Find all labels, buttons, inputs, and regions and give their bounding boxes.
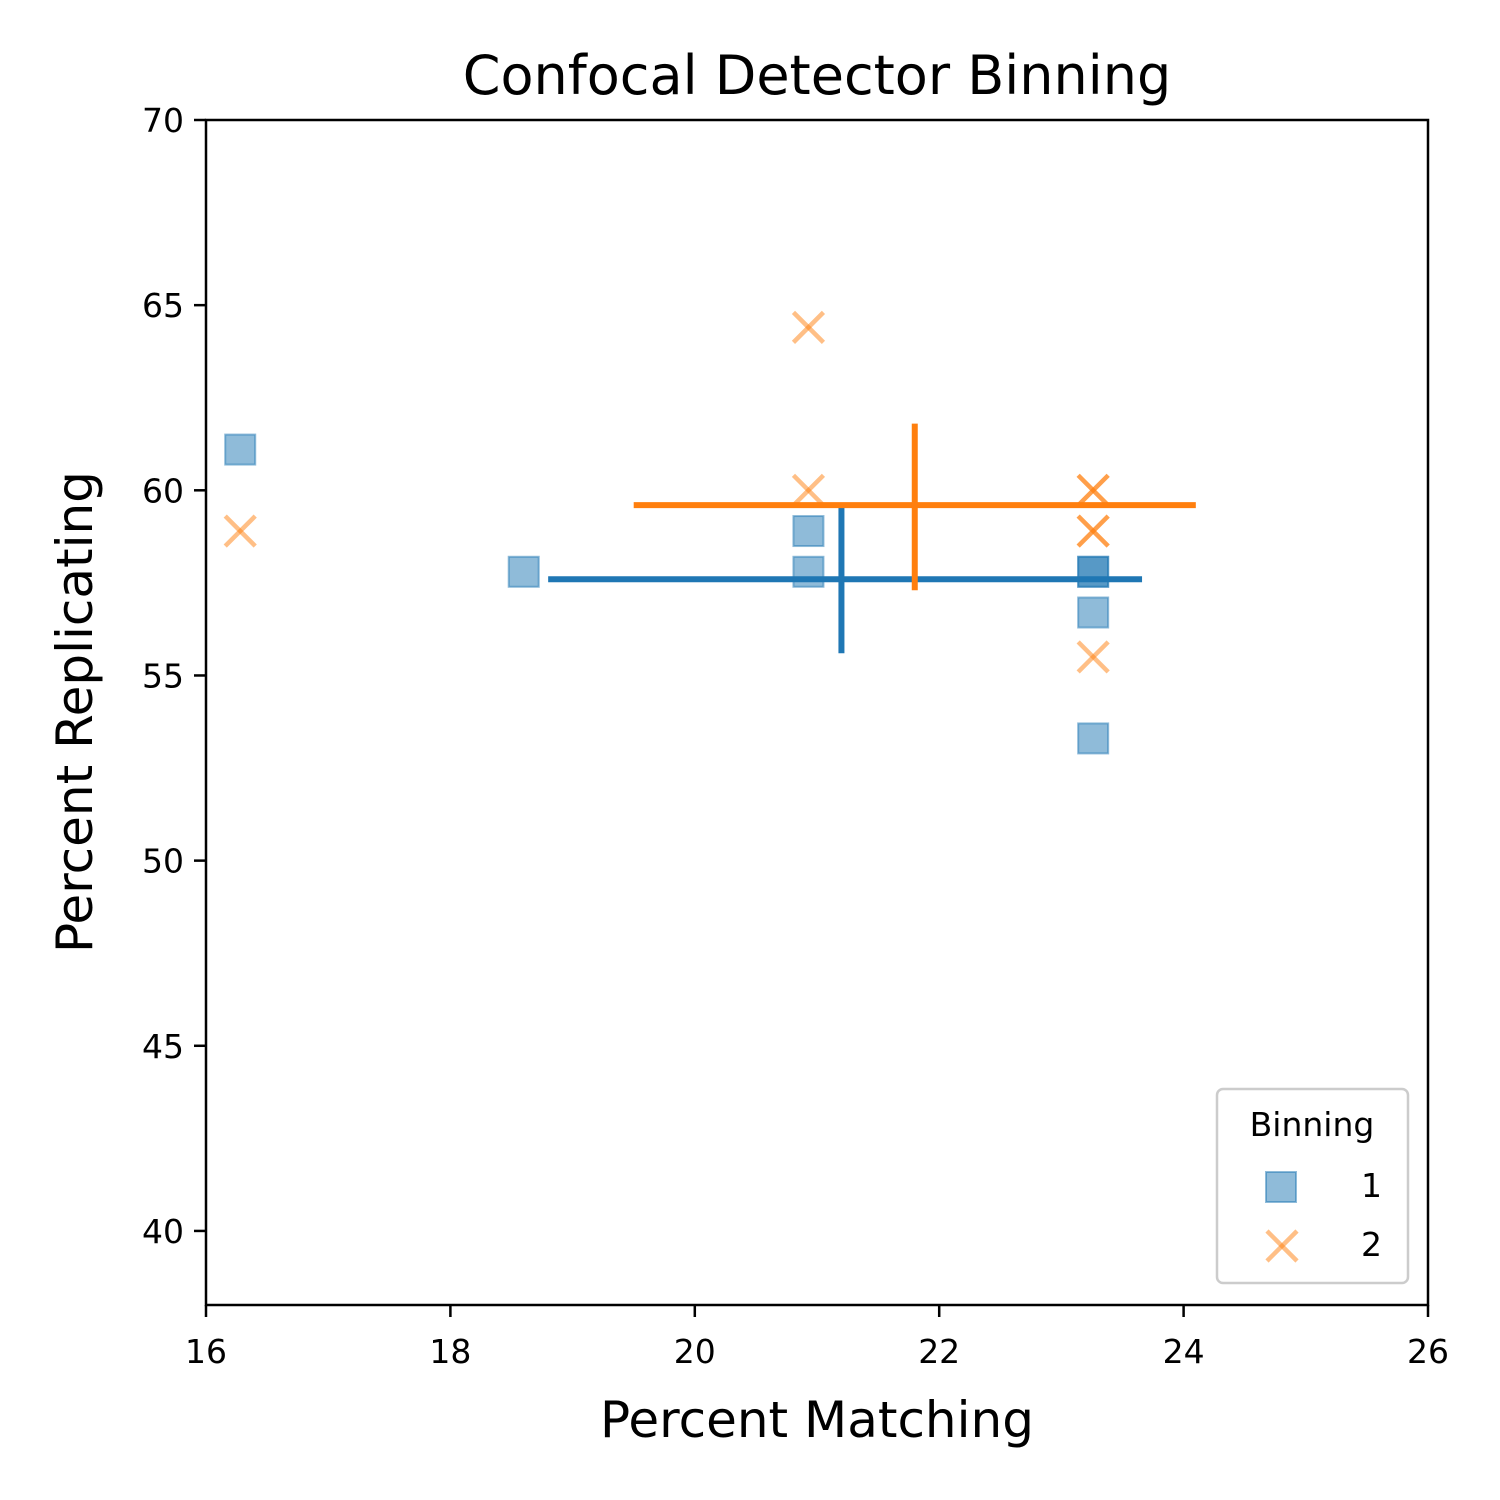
plot-area: [223, 310, 1196, 755]
x-tick-label: 20: [674, 1332, 716, 1371]
legend-marker-2: [1265, 1229, 1299, 1263]
y-tick-label: 55: [142, 656, 184, 695]
legend: Binning 1 2: [1215, 1087, 1410, 1285]
legend-box: [1215, 1087, 1410, 1285]
series-1-point: [224, 433, 257, 466]
x-axis: 16 18 20 22 24 26: [185, 1305, 1449, 1371]
x-tick-label: 26: [1407, 1332, 1449, 1371]
y-tick-label: 65: [142, 286, 184, 325]
legend-title: Binning: [1250, 1105, 1375, 1144]
legend-label-2: 2: [1361, 1225, 1382, 1264]
x-tick-label: 16: [185, 1332, 227, 1371]
series-2-point: [1076, 514, 1110, 548]
y-axis-label: Percent Replicating: [46, 471, 104, 953]
series-2-point: [791, 310, 826, 344]
series-1-point: [1077, 555, 1110, 588]
series-2-point: [223, 514, 257, 548]
series-2-point: [1076, 473, 1110, 507]
y-tick-label: 50: [142, 842, 184, 881]
y-tick-label: 45: [142, 1027, 184, 1066]
series-2-point: [791, 473, 826, 507]
legend-label-1: 1: [1361, 1166, 1382, 1205]
series-1-point: [1077, 596, 1110, 629]
x-tick-label: 24: [1163, 1332, 1205, 1371]
y-tick-label: 40: [142, 1212, 184, 1251]
x-tick-label: 18: [429, 1332, 471, 1371]
series-1-point: [792, 515, 825, 548]
y-tick-label: 60: [142, 471, 184, 510]
y-tick-label: 70: [142, 101, 184, 140]
x-axis-label: Percent Matching: [600, 1391, 1034, 1449]
series-1-point: [507, 555, 540, 588]
x-tick-label: 22: [918, 1332, 960, 1371]
series-2-point: [1076, 640, 1110, 674]
series-1-point: [792, 555, 825, 588]
series-1-point: [1077, 722, 1110, 755]
plot-frame: [204, 118, 1430, 1307]
y-axis: 40 45 50 55 60 65 70: [142, 101, 206, 1251]
legend-marker-1: [1265, 1171, 1297, 1203]
chart-title: Confocal Detector Binning: [463, 44, 1171, 107]
